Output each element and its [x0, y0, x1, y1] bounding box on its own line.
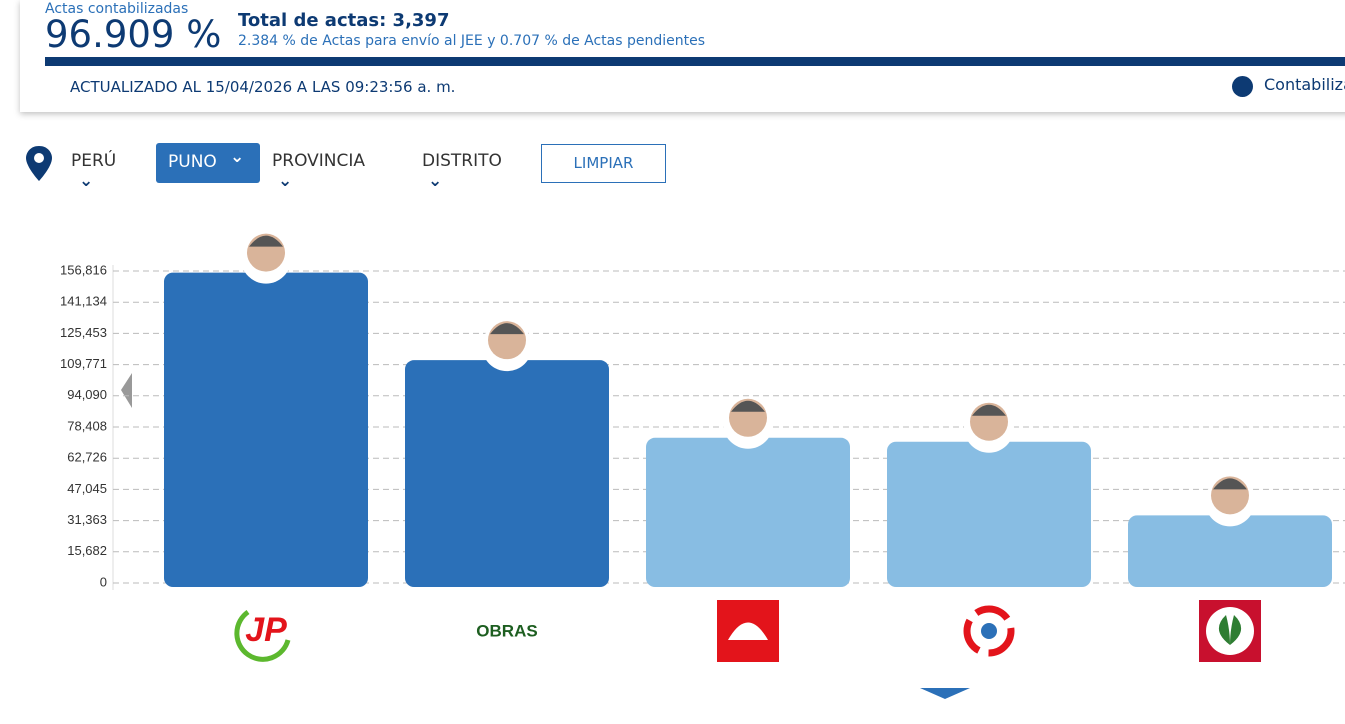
bar [405, 360, 609, 587]
party-logo [1199, 600, 1261, 662]
logo-shape [1206, 607, 1254, 655]
logo-shape [981, 623, 997, 639]
candidate-photo [1205, 476, 1255, 527]
candidate-photo [482, 321, 532, 372]
logo-shape [963, 605, 1015, 657]
actas-detail: 2.384 % de Actas para envío al JEE y 0.7… [238, 33, 706, 49]
legend-dot [1232, 76, 1253, 97]
x-tick-label: OBRAS [476, 621, 537, 640]
region: PUNO [168, 152, 217, 172]
y-tick-label: 62,726 [67, 450, 107, 465]
progress-bar [45, 57, 1345, 66]
bar [887, 441, 1091, 587]
total-actas: Total de actas: 3,397 [238, 10, 450, 31]
clear-button[interactable]: LIMPIAR [541, 144, 666, 183]
y-tick-label: 78,408 [67, 418, 107, 433]
y-tick-label: 31,363 [67, 512, 107, 527]
party-logo: OBRAS [476, 621, 537, 640]
candidate-photo [964, 402, 1014, 453]
party-logo: JP [234, 609, 291, 662]
y-tick-label: 0 [100, 574, 107, 589]
y-tick-label: 94,090 [67, 387, 107, 402]
candidate-photo [241, 233, 291, 284]
summary-card: Actas contabilizadas 96.909 % Total de a… [20, 0, 1345, 112]
country-filter[interactable]: PERÚ ⌄ [71, 151, 117, 191]
country: PERÚ [71, 151, 117, 171]
logo-shape [1218, 615, 1242, 645]
y-tick-label: 15,682 [67, 543, 107, 558]
province-filter[interactable]: PROVINCIA ⌄ [272, 151, 366, 191]
candidate-photo [723, 398, 773, 449]
y-tick-label: 109,771 [60, 356, 107, 371]
party-logo [717, 600, 779, 662]
updated: ACTUALIZADO AL 15/04/2026 A LAS 09:23:56… [70, 78, 456, 96]
logo-shape [728, 622, 768, 640]
y-tick-label: 141,134 [60, 294, 107, 309]
party-logo [963, 605, 1015, 657]
x-tick-label: JP [245, 611, 287, 649]
province: PROVINCIA [272, 151, 366, 171]
photo-hair [249, 235, 283, 247]
bar [1128, 515, 1332, 587]
photo-hair [731, 400, 765, 412]
bar [646, 437, 850, 587]
scroll-down[interactable] [920, 688, 970, 699]
photo-hair [1213, 478, 1247, 490]
y-tick-label: 156,816 [60, 262, 107, 277]
location-icon [26, 146, 52, 181]
y-tick-label: 125,453 [60, 325, 107, 340]
region-filter[interactable]: PUNO ⌄ [156, 143, 260, 183]
scroll-left[interactable] [121, 373, 132, 408]
district-filter[interactable]: DISTRITO ⌄ [422, 151, 502, 191]
y-tick-label: 47,045 [67, 481, 107, 496]
actas-percent: 96.909 % [45, 13, 222, 56]
bar [164, 272, 368, 587]
photo-hair [972, 404, 1006, 416]
photo-hair [490, 323, 524, 335]
actas-label: Actas contabilizadas [45, 1, 189, 17]
legend-label: Contabilizadas [1264, 75, 1345, 94]
district: DISTRITO [422, 151, 502, 171]
logo-shape [234, 609, 291, 662]
